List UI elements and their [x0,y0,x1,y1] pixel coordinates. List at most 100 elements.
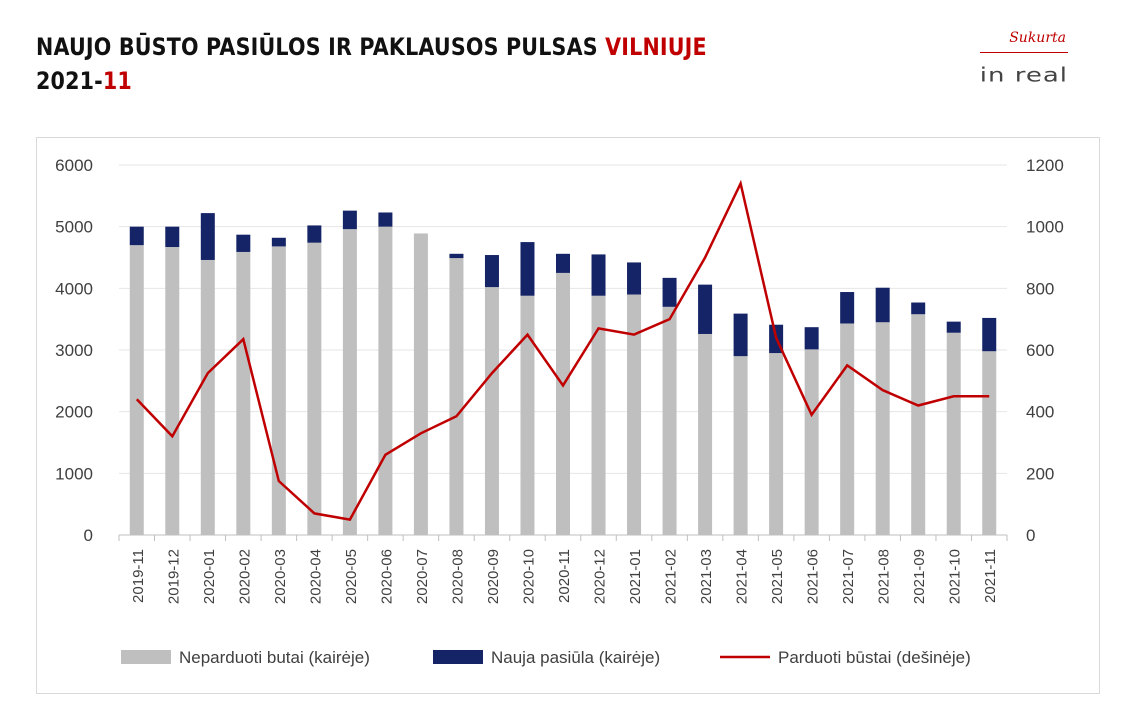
logo-bottom-text: in real [979,64,1068,87]
bar-new-supply [165,226,180,248]
chart-frame: 0 1000 2000 3000 4000 5000 6000 0 200 400 600 800 10… [36,137,1100,694]
bar-new-supply [342,210,357,230]
y-left-tick-label: 6000 [55,156,93,175]
y-left-tick-label: 0 [84,526,93,545]
bar-new-supply [662,277,677,307]
bar-new-supply [271,237,286,247]
bar-unsold [982,351,997,535]
bar-new-supply [698,284,713,334]
y-right-tick-label: 0 [1026,526,1035,545]
bar-unsold [698,333,713,535]
bar-unsold [129,245,144,535]
legend-item-new-supply-label: Nauja pasiūla (kairėje) [491,648,660,667]
x-tick-label: 2020-04 [307,549,324,604]
bar-unsold [342,229,357,535]
y-left-tick-label: 2000 [55,403,93,422]
x-tick-label: 2020-10 [520,549,537,604]
x-tick-label: 2020-03 [272,549,289,604]
subtitle-year: 2021- [36,67,103,95]
bar-new-supply [520,242,535,296]
x-tick-label: 2021-07 [840,549,857,604]
x-tick-label: 2021-09 [911,549,928,604]
bar-unsold [804,349,819,535]
bar-new-supply [875,287,890,323]
bar-new-supply [449,253,464,259]
bar-unsold [484,287,499,535]
y-right-tick-label: 200 [1026,464,1054,483]
legend-item-new-supply-swatch [433,650,483,664]
page-title: NAUJO BŪSTO PASIŪLOS IR PAKLAUSOS PULSAS… [36,30,707,64]
bar-new-supply [627,262,642,295]
bar-new-supply [556,253,570,273]
bar-new-supply [840,292,855,324]
bar-new-supply [129,226,144,246]
x-tick-label: 2019-11 [130,549,147,603]
brand-logo: Sukurta in real [958,30,1068,100]
x-tick-label: 2020-11 [556,549,573,603]
legend-item-unsold-swatch [121,650,171,664]
x-tick-label: 2020-02 [236,549,253,604]
x-tick-label: 2021-11 [982,549,999,603]
x-tick-label: 2020-12 [592,549,609,604]
y-right-tick-label: 600 [1026,341,1054,360]
bar-new-supply [307,225,322,243]
x-tick-label: 2020-05 [343,549,360,604]
x-tick-label: 2021-04 [734,549,751,604]
bar-new-supply [733,313,748,357]
bar-new-supply [911,302,926,315]
bar-unsold [449,258,464,535]
x-tick-label: 2020-09 [485,549,502,604]
x-tick-label: 2020-08 [449,549,466,604]
page-subtitle: 2021-11 [36,64,707,98]
bar-new-supply [804,327,819,350]
bar-unsold [769,353,784,535]
bar-unsold [236,251,251,535]
x-tick-label: 2021-02 [663,549,680,604]
x-tick-label: 2021-06 [805,549,822,604]
logo-top-text: Sukurta [1009,30,1066,46]
bar-unsold [840,323,855,535]
title-city: VILNIUJE [605,33,707,61]
bar-new-supply [591,254,606,296]
bar-unsold [733,356,748,535]
legend-item-unsold-label: Neparduoti butai (kairėje) [179,648,370,667]
bar-unsold [946,332,961,535]
bar-new-supply [236,234,251,252]
bar-unsold [662,306,677,535]
bar-unsold [520,295,535,535]
bar-new-supply [484,255,499,288]
bar-unsold [875,322,890,535]
x-tick-label: 2020-07 [414,549,431,604]
bar-new-supply [200,213,215,260]
y-right-tick-label: 1200 [1026,156,1064,175]
x-tick-label: 2020-01 [201,549,218,604]
bar-unsold [911,314,926,535]
bar-unsold [627,294,642,535]
title-main-text: NAUJO BŪSTO PASIŪLOS IR PAKLAUSOS PULSAS [36,33,606,61]
y-left-tick-label: 1000 [55,464,93,483]
x-tick-label: 2020-06 [378,549,395,604]
bar-unsold [591,295,606,535]
bar-unsold [165,247,180,535]
x-tick-label: 2021-01 [627,549,644,604]
bar-unsold [413,233,428,535]
y-left-tick-label: 5000 [55,218,93,237]
title-block: NAUJO BŪSTO PASIŪLOS IR PAKLAUSOS PULSAS… [36,30,816,98]
bar-new-supply [982,317,997,352]
line-sold-homes [135,179,990,521]
bar-unsold [200,259,215,535]
chart-svg: 0 1000 2000 3000 4000 5000 6000 0 200 400 600 800 10… [55,156,1064,667]
y-right-tick-label: 400 [1026,403,1054,422]
x-tick-label: 2021-05 [769,549,786,604]
subtitle-month: 11 [102,67,132,95]
x-tick-label: 2021-03 [698,549,715,604]
y-right-tick-label: 1000 [1026,218,1064,237]
logo-divider [980,52,1068,53]
bar-unsold [556,272,570,535]
y-right-tick-label: 800 [1026,279,1054,298]
bar-unsold [378,226,393,535]
bar-unsold [271,246,286,535]
x-tick-label: 2019-12 [165,549,182,604]
bar-new-supply [946,321,961,333]
bar-new-supply [378,212,393,227]
